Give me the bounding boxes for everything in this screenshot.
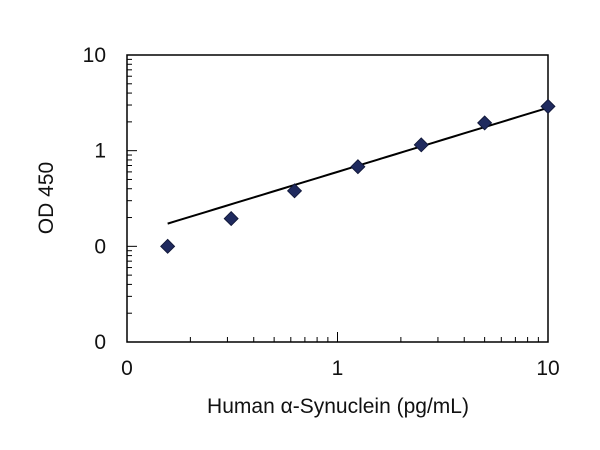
x-tick-label: 1: [332, 357, 344, 380]
data-point: [223, 211, 239, 227]
data-point: [540, 98, 556, 114]
x-tick-label: 10: [536, 357, 559, 380]
y-axis-title: OD 450: [35, 162, 58, 234]
x-axis-title: Human α-Synuclein (pg/mL): [207, 395, 469, 418]
tick-marks: [126, 58, 539, 343]
x-tick-label: 0: [121, 357, 133, 380]
y-tick-label: 1: [94, 140, 106, 163]
data-point: [286, 183, 303, 199]
data-point: [413, 137, 429, 153]
data-point: [477, 115, 493, 131]
y-tick-label: 10: [83, 44, 106, 67]
y-tick-label: 0: [94, 235, 106, 258]
data-points: [160, 98, 556, 254]
y-tick-label: 0: [94, 331, 106, 354]
data-point: [160, 238, 176, 254]
data-point: [350, 159, 366, 175]
plot-area-frame: [126, 54, 549, 343]
